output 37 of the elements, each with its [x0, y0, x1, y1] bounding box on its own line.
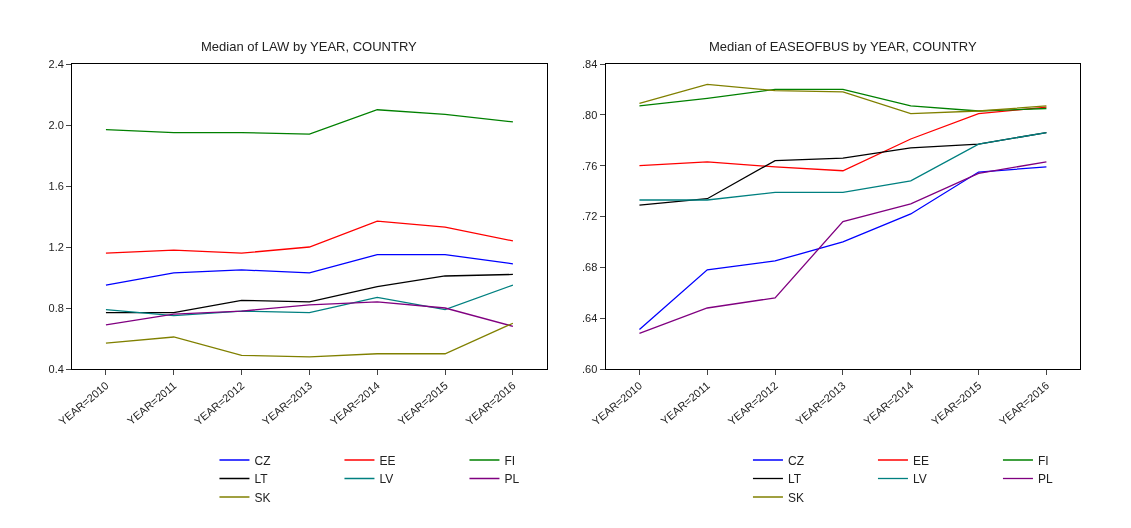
legend-label: SK	[254, 490, 271, 505]
y-tick-label: 1.2	[48, 240, 64, 253]
line-series	[105, 220, 514, 254]
y-tick-label: .80	[582, 108, 598, 121]
line-series	[105, 273, 514, 314]
line-series	[638, 106, 1048, 172]
legend-label: EE	[912, 453, 929, 468]
y-tick-label: 2.0	[48, 118, 64, 131]
line-series	[105, 301, 514, 327]
legend-label: PL	[1037, 472, 1053, 487]
y-tick-label: 1.6	[48, 179, 64, 192]
y-tick-label: 2.4	[48, 57, 64, 70]
chart-title: Median of EASEOFBUS by YEAR, COUNTRY	[709, 39, 977, 54]
legend-label: LT	[254, 472, 269, 487]
y-tick-label: .68	[582, 261, 598, 274]
legend-label: LV	[379, 472, 394, 487]
line-series	[105, 284, 514, 317]
line-series	[105, 253, 514, 286]
legend-label: CZ	[254, 453, 271, 468]
line-series	[105, 322, 514, 358]
y-tick-label: 0.4	[48, 362, 64, 375]
y-tick-label: .84	[582, 57, 598, 70]
y-tick-label: .72	[582, 210, 598, 223]
legend-label: FI	[1037, 453, 1049, 468]
legend-label: PL	[504, 472, 520, 487]
legend-label: LV	[912, 472, 927, 487]
line-series	[105, 109, 514, 135]
legend-label: CZ	[787, 453, 804, 468]
y-tick-label: .76	[582, 159, 598, 172]
y-tick-label: 0.8	[48, 301, 64, 314]
legend-label: SK	[787, 490, 804, 505]
y-tick-label: .60	[582, 362, 598, 375]
legend-label: FI	[504, 453, 516, 468]
legend-label: EE	[379, 453, 396, 468]
chart-title: Median of LAW by YEAR, COUNTRY	[201, 39, 418, 54]
legend-label: LT	[787, 472, 802, 487]
y-tick-label: .64	[582, 312, 598, 325]
